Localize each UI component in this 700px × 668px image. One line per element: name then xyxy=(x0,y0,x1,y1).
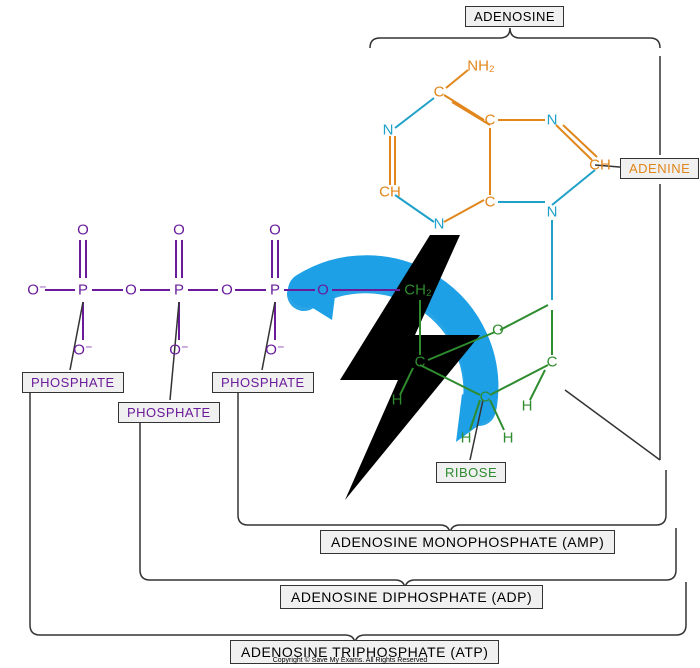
label-adenosine: ADENOSINE xyxy=(465,6,564,27)
phosphate-bonds xyxy=(45,240,400,340)
label-ribose: RIBOSE xyxy=(436,462,506,483)
label-adp: ADENOSINE DIPHOSPHATE (ADP) xyxy=(280,585,543,609)
label-phosphate-3: PHOSPHATE xyxy=(212,372,314,393)
label-amp: ADENOSINE MONOPHOSPHATE (AMP) xyxy=(320,530,615,554)
label-phosphate-1: PHOSPHATE xyxy=(22,372,124,393)
label-adenine: ADENINE xyxy=(620,158,699,179)
structure-svg xyxy=(0,0,700,668)
label-phosphate-2: PHOSPHATE xyxy=(118,402,220,423)
adenine-bonds xyxy=(390,70,597,222)
atp-diagram: O⁻ P O O⁻ O P O O⁻ O P O O⁻ O CH₂ C C C … xyxy=(0,0,700,668)
copyright-footer: Copyright © Save My Exams. All Rights Re… xyxy=(0,657,700,664)
